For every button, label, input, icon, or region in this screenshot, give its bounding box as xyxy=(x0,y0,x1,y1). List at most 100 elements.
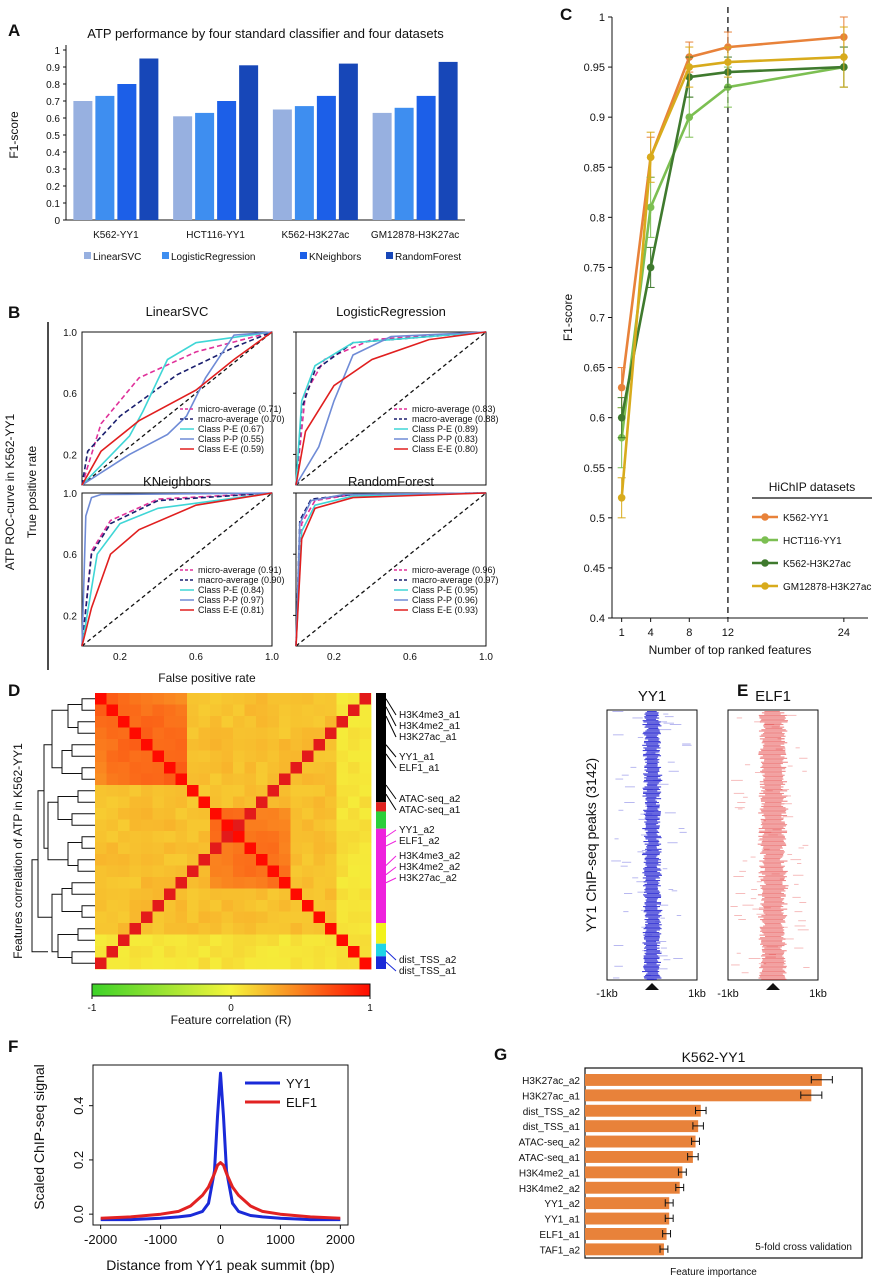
heatmap-cell xyxy=(279,739,291,751)
signal-row xyxy=(645,712,659,714)
heatmap-cell xyxy=(95,693,107,705)
dendrogram-link xyxy=(57,934,78,958)
signal-row xyxy=(642,787,659,789)
row-label: dist_TSS_a1 xyxy=(399,966,457,977)
x-axis-label: Number of top ranked features xyxy=(649,643,812,657)
heatmap-cell xyxy=(313,888,326,901)
heatmap-cell xyxy=(198,946,211,958)
heatmap-cell xyxy=(233,739,245,751)
heatmap-cell xyxy=(141,946,153,958)
heatmap-cell xyxy=(336,888,349,901)
heatmap-cell xyxy=(336,923,349,935)
signal-noise xyxy=(671,890,678,892)
signal-row xyxy=(760,720,788,722)
heatmap-cell xyxy=(336,946,349,958)
y-tick-label: 0.95 xyxy=(584,62,605,74)
legend-label: K562-H3K27ac xyxy=(783,559,851,570)
signal-row xyxy=(759,808,789,810)
signal-row xyxy=(646,729,660,731)
signal-row xyxy=(644,811,661,813)
signal-row xyxy=(645,946,657,948)
signal-row xyxy=(763,877,785,879)
signal-row xyxy=(642,744,660,746)
heatmap-cell xyxy=(129,911,142,924)
signal-row xyxy=(642,872,660,874)
y-tick-label: 0.5 xyxy=(46,131,60,142)
bar xyxy=(416,95,436,220)
row-label: ELF1_a1 xyxy=(399,763,440,774)
roc-curve xyxy=(81,492,273,647)
dendrogram-link xyxy=(81,698,95,711)
heatmap-cell xyxy=(267,716,280,728)
heatmap-cell xyxy=(221,957,234,970)
heatmap-cell xyxy=(129,785,142,797)
signal-row xyxy=(761,803,785,805)
signal-row xyxy=(761,734,784,736)
heatmap-cell xyxy=(325,911,337,924)
heatmap-cell xyxy=(106,877,119,889)
signal-row xyxy=(644,867,658,869)
plot-frame xyxy=(295,492,487,647)
signal-noise xyxy=(659,729,672,731)
signal-row xyxy=(643,813,661,815)
signal-row xyxy=(646,722,660,724)
signal-noise xyxy=(786,795,791,797)
signal-row xyxy=(761,765,782,767)
label-leader xyxy=(385,698,397,716)
signal-row xyxy=(762,898,785,900)
heatmap-cell xyxy=(152,739,165,751)
heatmap-cell xyxy=(359,785,372,797)
heatmap-cell xyxy=(106,739,119,751)
x-tick-label: 1kb xyxy=(809,988,827,1000)
heatmap-cell xyxy=(325,842,337,855)
signal-row xyxy=(644,748,657,750)
series-line xyxy=(617,26,848,519)
signal-noise xyxy=(640,813,653,815)
label-leader xyxy=(385,706,397,727)
signal-row xyxy=(646,929,660,931)
signal-row xyxy=(763,912,784,914)
heatmap-cell xyxy=(198,704,211,717)
dendrogram-link xyxy=(61,750,82,774)
signal-row xyxy=(760,748,783,750)
signal-noise xyxy=(742,796,748,798)
heatmap-cell xyxy=(267,842,280,855)
signal-noise xyxy=(630,766,637,768)
signal-row xyxy=(643,791,662,793)
signal-row xyxy=(762,834,784,836)
heatmap-cell xyxy=(325,865,337,878)
signal-row xyxy=(644,717,660,719)
signal-noise xyxy=(614,965,623,967)
heatmap-cell xyxy=(302,704,314,717)
signal-row xyxy=(765,727,783,729)
heatmap-cell xyxy=(129,865,142,878)
heatmap-cell xyxy=(302,865,314,878)
x-axis-label: False positive rate xyxy=(158,671,256,685)
heatmap-cell xyxy=(290,819,303,832)
heatmap-cell xyxy=(164,785,176,797)
signal-row xyxy=(759,865,785,867)
signal-noise xyxy=(790,859,802,861)
cluster-block xyxy=(376,943,386,957)
signal-noise xyxy=(777,738,785,740)
signal-row xyxy=(643,967,660,969)
signal-row xyxy=(760,870,788,872)
signal-row xyxy=(763,820,782,822)
dendrogram-link xyxy=(81,767,95,780)
heatmap-cell xyxy=(106,808,119,820)
signal-noise xyxy=(676,915,682,916)
summit-marker xyxy=(645,983,659,990)
legend-label: macro-average (0.88) xyxy=(412,414,499,424)
signal-row xyxy=(762,764,781,766)
y-tick-label: 1.0 xyxy=(63,328,77,339)
signal-row xyxy=(762,932,785,934)
signal-noise xyxy=(742,860,748,862)
signal-noise xyxy=(775,748,786,750)
label-leader xyxy=(385,840,397,847)
signal-noise xyxy=(782,816,794,818)
bar xyxy=(239,65,259,220)
signal-noise xyxy=(766,946,779,948)
y-tick-label: YY1_a1 xyxy=(544,1215,580,1226)
chart-title: ATP performance by four standard classif… xyxy=(87,26,444,41)
signal-row xyxy=(763,917,785,919)
